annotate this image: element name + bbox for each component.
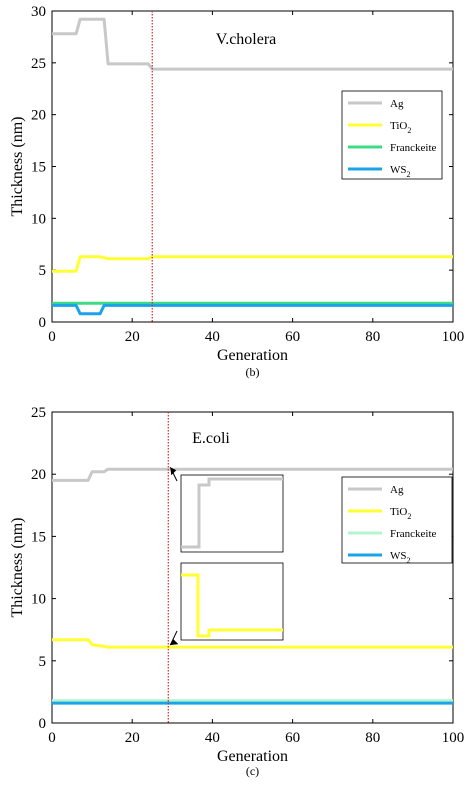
y-tick-label: 20	[31, 467, 46, 483]
series-line-ws2	[52, 303, 453, 316]
legend-label-tio2: TiO2	[390, 120, 411, 135]
y-tick-label: 30	[31, 4, 46, 20]
x-tick-label: 40	[205, 329, 220, 345]
panel-label: (c)	[246, 764, 259, 778]
arrowhead-icon	[170, 639, 179, 646]
y-tick-label: 20	[31, 108, 46, 124]
x-tick-label: 80	[365, 329, 380, 345]
y-tick-label: 0	[39, 315, 47, 331]
y-tick-label: 5	[39, 263, 47, 279]
y-tick-label: 25	[31, 405, 46, 421]
legend-label-tio2: TiO2	[390, 506, 411, 521]
inset-tio	[169, 562, 284, 646]
x-tick-label: 20	[125, 329, 140, 345]
inset-tio2-line	[181, 573, 283, 638]
legend-box	[341, 476, 453, 564]
y-tick-label: 25	[31, 56, 46, 72]
inset-frame	[180, 474, 284, 553]
series-line-tio2	[52, 638, 453, 649]
inset-ag	[169, 467, 284, 553]
x-tick-label: 60	[285, 329, 300, 345]
inset-pointer-arrow	[169, 630, 178, 646]
plot-frame	[51, 411, 454, 724]
chart-panel-b: 0 20 40 60 80 100 0 5 10 15 20 25 30 V.cholera Generat…	[9, 4, 464, 379]
y-tick-label: 0	[39, 716, 47, 732]
chart-title: V.cholera	[216, 31, 277, 48]
y-tick-label: 15	[31, 160, 46, 176]
x-axis-label: Generation	[217, 347, 288, 364]
legend-label-ws2: WS2	[390, 164, 411, 179]
legend-box	[341, 90, 443, 180]
legend-label-ws2: WS2	[390, 550, 411, 565]
y-axis-label: Thickness (nm)	[9, 117, 26, 217]
x-tick-label: 20	[125, 730, 140, 746]
arrowhead-icon	[170, 467, 177, 476]
x-tick-label: 0	[48, 730, 56, 746]
legend-label-franckeite: Franckeite	[390, 528, 437, 540]
legend-label-franckeite: Franckeite	[390, 142, 437, 154]
y-tick-label: 10	[31, 592, 46, 608]
y-axis-label: Thickness (nm)	[9, 518, 26, 618]
chart-panel-c: 0 20 40 60 80 100 0 5 10 15 20 25 E.coli Generation Th…	[9, 405, 464, 778]
y-tick-label: 15	[31, 529, 46, 545]
x-tick-label: 80	[365, 730, 380, 746]
legend-label-subscript: 2	[407, 170, 411, 179]
x-tick-label: 60	[285, 730, 300, 746]
x-tick-label: 40	[205, 730, 220, 746]
chart-title: E.coli	[192, 430, 230, 447]
legend-label-main: TiO	[390, 120, 407, 132]
legend-label-main: TiO	[390, 506, 407, 518]
series-line-ag	[52, 17, 453, 71]
legend-label-ag: Ag	[390, 98, 404, 110]
legend-label-subscript: 2	[407, 126, 411, 135]
legend-label-main: WS	[390, 164, 407, 176]
legend-label-subscript: 2	[407, 512, 411, 521]
series-line-ag	[52, 467, 453, 482]
legend-label-subscript: 2	[407, 556, 411, 565]
panel-label: (b)	[246, 365, 260, 379]
x-axis-label: Generation	[217, 748, 288, 765]
series-line-tio2	[52, 255, 453, 273]
inset-ag-line	[181, 477, 283, 549]
legend-label-ag: Ag	[390, 484, 404, 496]
y-tick-label: 5	[39, 654, 47, 670]
x-tick-label: 0	[48, 329, 56, 345]
y-tick-label: 10	[31, 211, 46, 227]
legend-label-main: WS	[390, 550, 407, 562]
x-tick-label: 100	[442, 730, 465, 746]
x-tick-label: 100	[442, 329, 465, 345]
